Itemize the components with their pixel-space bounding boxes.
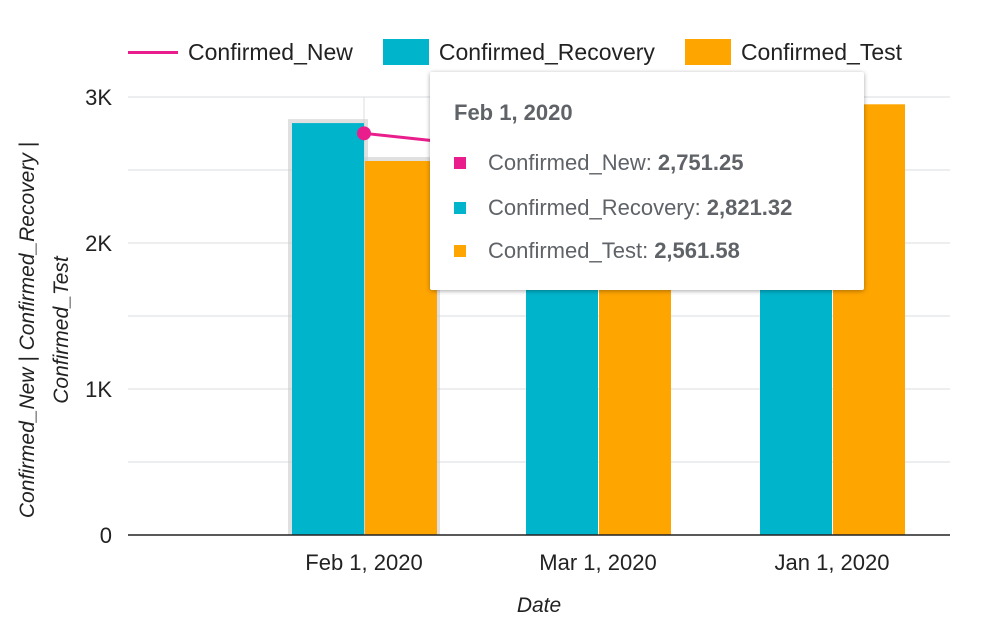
tooltip-swatch-confirmed-recovery xyxy=(454,202,466,214)
tooltip-title: Feb 1, 2020 xyxy=(454,100,573,125)
bar-confirmed-test xyxy=(365,161,437,535)
tooltip-label-confirmed-new: Confirmed_New: xyxy=(488,150,652,175)
legend-label-confirmed-recovery: Confirmed_Recovery xyxy=(438,38,655,65)
tooltip-value-confirmed-test: 2,561.58 xyxy=(654,238,740,263)
x-tick-label: Jan 1, 2020 xyxy=(775,550,890,575)
tooltip-label-confirmed-recovery: Confirmed_Recovery: xyxy=(488,195,701,220)
x-tick-label: Feb 1, 2020 xyxy=(305,550,422,575)
x-tick-label: Mar 1, 2020 xyxy=(539,550,656,575)
legend-swatch-confirmed-recovery xyxy=(382,39,429,65)
tooltip-swatch-confirmed-test xyxy=(454,245,466,257)
legend-swatch-confirmed-new xyxy=(128,50,178,54)
bar-confirmed-recovery xyxy=(292,123,364,535)
legend-label-confirmed-test: Confirmed_Test xyxy=(740,38,903,65)
tooltip-value-confirmed-new: 2,751.25 xyxy=(657,150,744,175)
legend-item-confirmed-new[interactable]: Confirmed_New xyxy=(128,39,353,66)
y-axis-title-line: Confirmed_New | Confirmed_Recovery | xyxy=(16,142,39,518)
point-confirmed-new xyxy=(357,126,371,141)
tooltip-swatch-confirmed-new xyxy=(454,157,466,169)
y-tick-label: 3K xyxy=(85,85,112,110)
legend-swatch-confirmed-test xyxy=(684,39,731,65)
y-tick-label: 1K xyxy=(85,377,112,402)
y-axis-title-line: Confirmed_Test xyxy=(50,255,73,404)
legend: Confirmed_New Confirmed_Recovery Confirm… xyxy=(128,36,932,68)
tooltip-row-confirmed-new: Confirmed_New: 2,751.25 xyxy=(454,150,743,176)
x-axis-title: Date xyxy=(517,594,561,617)
y-tick-label: 0 xyxy=(100,523,112,548)
legend-item-confirmed-test[interactable]: Confirmed_Test xyxy=(684,38,903,66)
y-axis-title: Confirmed_New | Confirmed_Recovery | Conf… xyxy=(16,142,73,518)
tooltip-row-confirmed-recovery: Confirmed_Recovery: 2,821.32 xyxy=(454,195,792,221)
y-tick-label: 2K xyxy=(85,231,112,256)
tooltip-label-confirmed-test: Confirmed_Test: xyxy=(488,238,649,263)
tooltip: Feb 1, 2020 Confirmed_New: 2,751.25 Conf… xyxy=(430,72,864,290)
legend-item-confirmed-recovery[interactable]: Confirmed_Recovery xyxy=(382,38,655,66)
tooltip-row-confirmed-test: Confirmed_Test: 2,561.58 xyxy=(454,238,740,264)
tooltip-value-confirmed-recovery: 2,821.32 xyxy=(706,195,793,220)
legend-label-confirmed-new: Confirmed_New xyxy=(188,38,353,65)
